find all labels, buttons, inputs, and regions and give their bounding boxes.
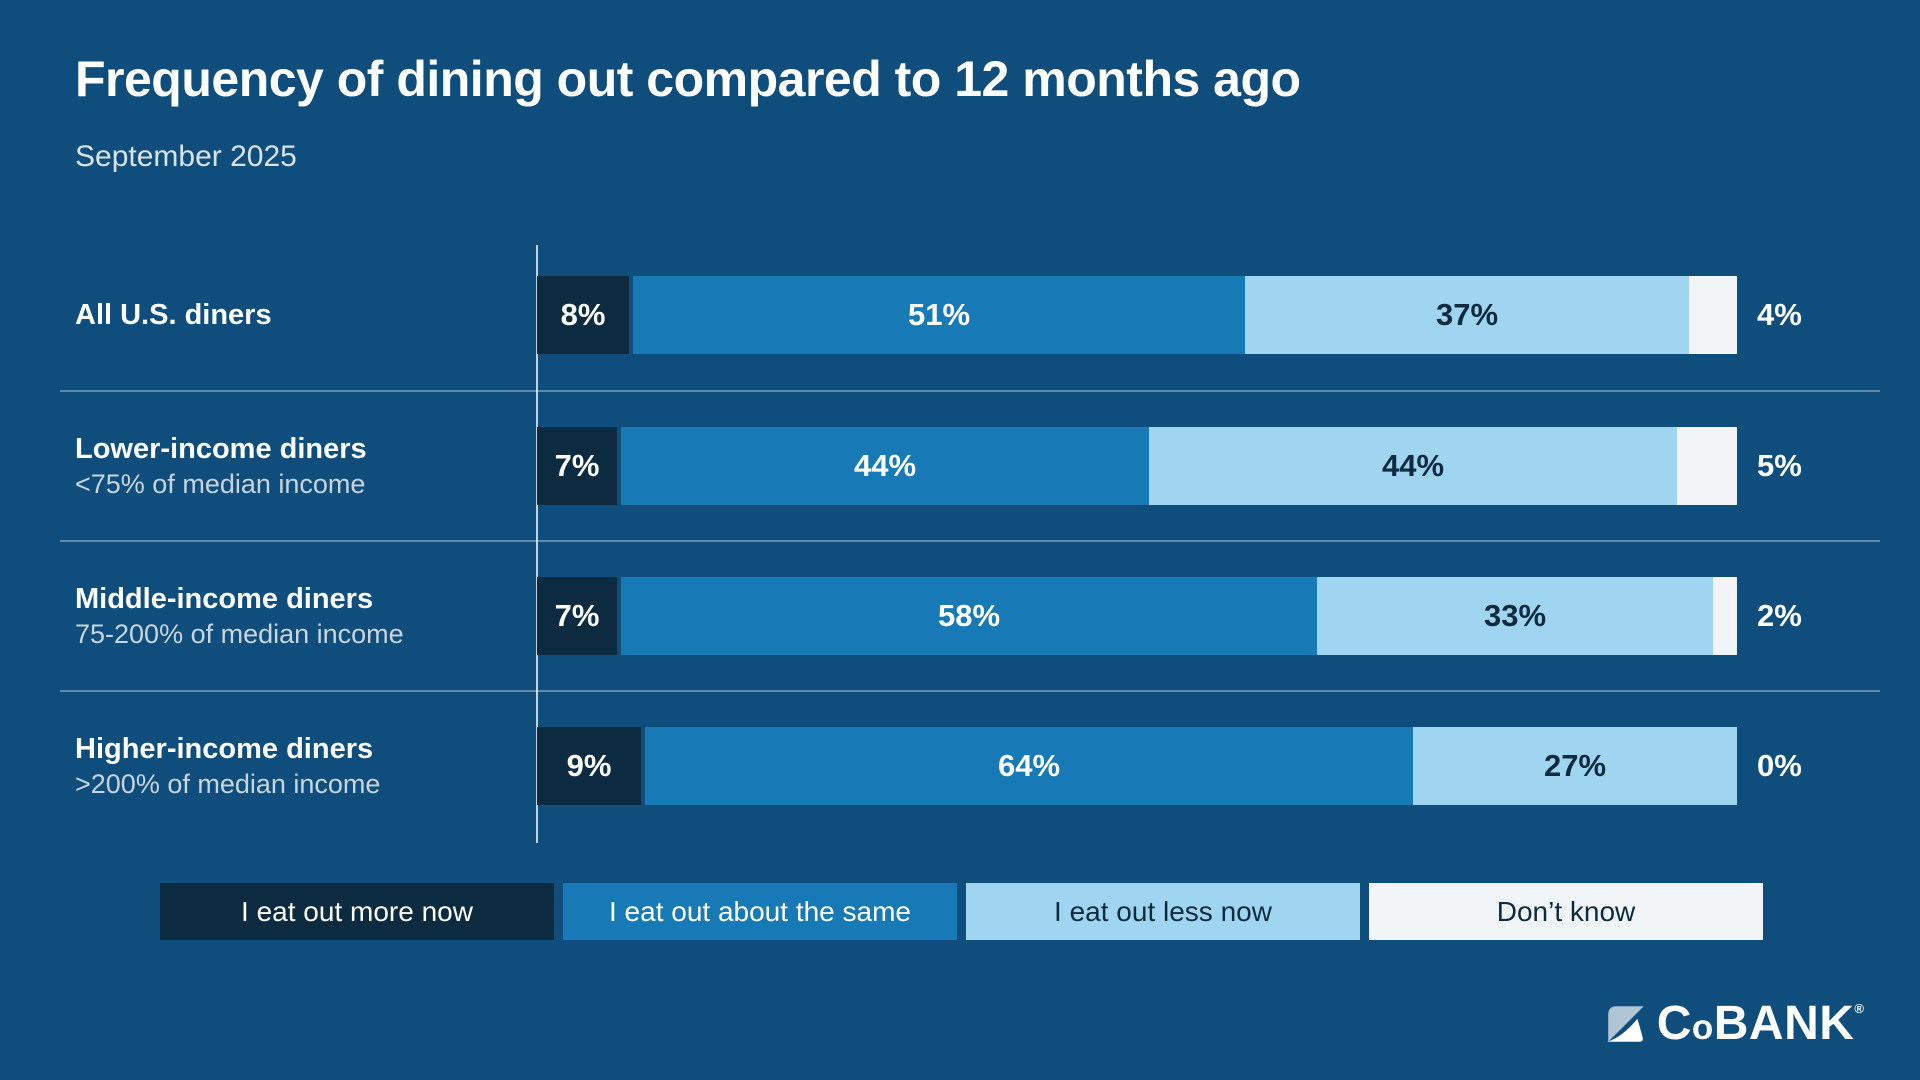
bar-track: 7% 44% 44% [537,427,1737,505]
bar-segment-i-eat-out-more-now: 8% [537,276,633,354]
legend-item-don-t-know: Don’t know [1369,883,1763,940]
segment-value-label: 64% [997,748,1061,783]
segment-value-label: 44% [1381,448,1445,483]
cobank-logo-icon [1606,1006,1644,1042]
bar-segment-i-eat-out-about-the-same: 44% [621,427,1149,505]
legend-item-i-eat-out-more-now: I eat out more now [160,883,554,940]
dont-know-value-label: 2% [1757,598,1802,633]
category-label: All U.S. diners [60,297,537,333]
legend-item-i-eat-out-less-now: I eat out less now [966,883,1360,940]
bar-track: 8% 51% 37% [537,276,1737,354]
category-sublabel: <75% of median income [75,468,366,499]
bar-segment-i-eat-out-more-now: 7% [537,577,621,655]
dont-know-value-label: 0% [1757,748,1802,783]
bar-segment-i-eat-out-more-now: 9% [537,727,645,805]
legend-item-i-eat-out-about-the-same: I eat out about the same [563,883,957,940]
dont-know-value-label: 4% [1757,297,1802,332]
segment-value-label: 58% [937,598,1001,633]
chart-row-lower-income-diners: Lower-income diners <75% of median income… [60,390,1880,540]
bar-track: 9% 64% 27% [537,727,1737,805]
registered-trademark-icon: ® [1854,1001,1864,1016]
bar-segment-don-t-know [1713,577,1737,655]
bar-segment-don-t-know [1689,276,1737,354]
segment-value-label: 44% [853,448,917,483]
bar-segment-i-eat-out-less-now: 37% [1245,276,1689,354]
legend: I eat out more now I eat out about the sa… [160,883,1763,940]
logo-letters-bank: BANK [1713,997,1855,1050]
bar-segment-i-eat-out-more-now: 7% [537,427,621,505]
segment-value-label: 33% [1483,598,1547,633]
category-label: Lower-income diners <75% of median income [60,431,537,502]
category-sublabel: 75-200% of median income [75,618,404,649]
bar-segment-i-eat-out-less-now: 33% [1317,577,1713,655]
bar-segment-i-eat-out-about-the-same: 51% [633,276,1245,354]
chart-row-higher-income-diners: Higher-income diners >200% of median inco… [60,690,1880,840]
segment-value-label: 7% [554,448,600,483]
bar-segment-i-eat-out-less-now: 44% [1149,427,1677,505]
bar-track: 7% 58% 33% [537,577,1737,655]
chart-row-all-u-s-diners: All U.S. diners 8% 51% 37% 4% [60,240,1880,390]
segment-value-label: 8% [560,297,606,332]
category-sublabel: >200% of median income [75,768,381,799]
bar-segment-don-t-know [1677,427,1737,505]
segment-value-label: 7% [554,598,600,633]
dont-know-value-label: 5% [1757,448,1802,483]
segment-value-label: 9% [566,748,612,783]
category-name: All U.S. diners [75,299,272,331]
subtitle-date: September 2025 [75,140,297,173]
logo-letter-c: C [1656,997,1692,1050]
axis-baseline [536,245,538,843]
category-label: Higher-income diners >200% of median inco… [60,731,537,802]
bar-segment-i-eat-out-about-the-same: 58% [621,577,1317,655]
bar-segment-i-eat-out-less-now: 27% [1413,727,1737,805]
category-name: Lower-income diners [75,432,367,465]
segment-value-label: 51% [907,297,971,332]
category-name: Higher-income diners [75,732,374,765]
category-label: Middle-income diners 75-200% of median in… [60,581,537,652]
chart-rows: All U.S. diners 8% 51% 37% 4% Lower-income di… [60,240,1880,840]
page-title: Frequency of dining out compared to 12 m… [75,51,1301,107]
segment-value-label: 37% [1435,297,1499,332]
segment-value-label: 27% [1543,748,1607,783]
bar-segment-i-eat-out-about-the-same: 64% [645,727,1413,805]
category-name: Middle-income diners [75,582,374,615]
chart-row-middle-income-diners: Middle-income diners 75-200% of median in… [60,540,1880,690]
logo-letter-o: o [1691,1008,1714,1047]
